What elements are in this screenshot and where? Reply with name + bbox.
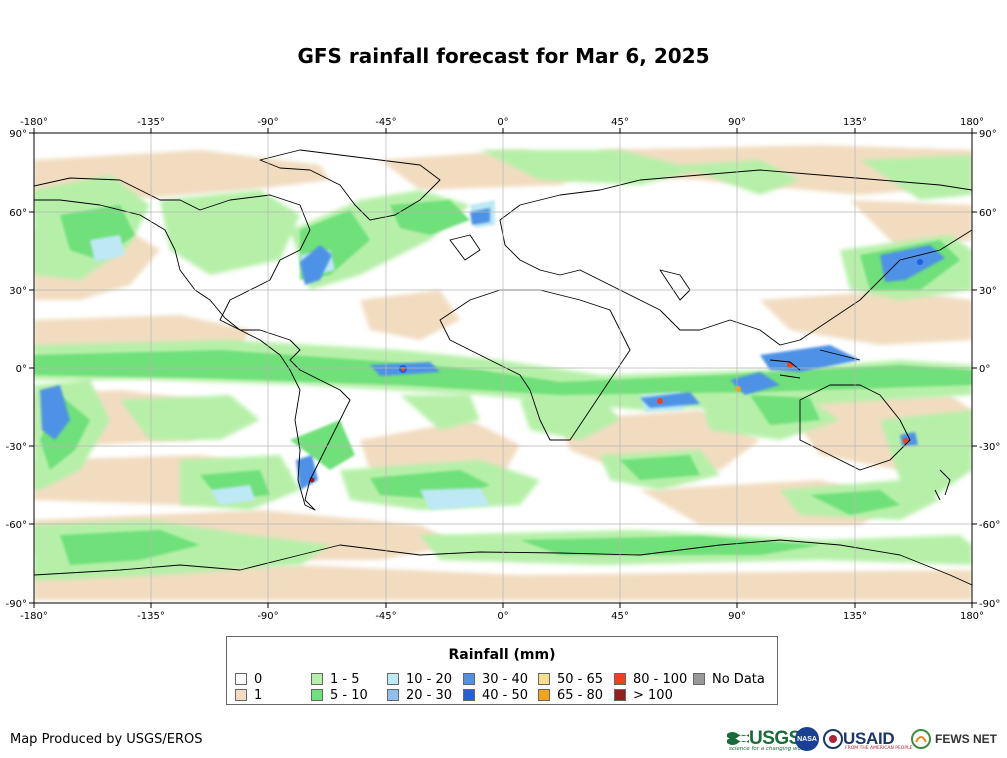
legend-label: 40 - 50 [482,687,529,703]
legend-label: 30 - 40 [482,671,529,687]
usgs-tagline: science for a changing world [729,746,809,752]
usaid-tagline: FROM THE AMERICAN PEOPLE [845,746,913,751]
lon-label-top: 135° [843,117,867,128]
lon-label-bottom: 180° [960,611,984,622]
usgs-wave-icon [727,732,749,745]
lon-label-top: 180° [960,117,984,128]
legend-item: 0 [235,671,263,687]
legend-item: > 100 [614,687,673,703]
legend-swatch [463,689,475,701]
lat-label-left: 90° [9,129,27,140]
legend-item: 40 - 50 [463,687,529,703]
legend-swatch [538,673,550,685]
legend-label: 0 [254,671,263,687]
lon-label-bottom: -45° [375,611,396,622]
legend-item: 1 [235,687,263,703]
lon-label-bottom: 0° [497,611,508,622]
lat-label-right: -60° [979,520,1000,531]
lat-label-right: 60° [979,208,997,219]
legend-swatch [311,689,323,701]
usgs-logo: USGS science for a changing world [727,724,808,754]
rain-heavy-hotspots [309,259,923,483]
lat-label-right: -90° [979,599,1000,610]
lon-label-bottom: -90° [257,611,278,622]
legend-swatch [463,673,475,685]
lat-label-left: -60° [6,520,27,531]
lat-label-left: -90° [6,599,27,610]
lon-label-bottom: -180° [20,611,48,622]
legend-item: 30 - 40 [463,671,529,687]
usaid-seal-icon [823,729,843,749]
partner-logos: USGS science for a changing world NASA U… [727,724,999,754]
usaid-logo: USAID FROM THE AMERICAN PEOPLE [823,724,912,754]
graticule [34,133,972,603]
lat-label-left: 30° [9,286,27,297]
map-title: GFS rainfall forecast for Mar 6, 2025 [297,44,710,68]
legend-label: 80 - 100 [633,671,688,687]
rainfall-map[interactable]: -180° -135° -90° -45° 0° 45° 90° 135° 18… [0,0,1007,628]
lat-label-left: -30° [6,442,27,453]
lon-label-bottom: -135° [137,611,165,622]
legend-label: No Data [712,671,765,687]
legend-item: 1 - 5 [311,671,360,687]
legend-item: No Data [693,671,765,687]
lon-label-top: -45° [375,117,396,128]
legend-item: 20 - 30 [387,687,453,703]
lon-label-top: -90° [257,117,278,128]
lat-label-left: 0° [16,364,27,375]
legend-label: 1 - 5 [330,671,360,687]
fews-net-icon [911,729,931,749]
legend-label: 20 - 30 [406,687,453,703]
lon-label-bottom: 90° [728,611,746,622]
axis-labels: -180° -135° -90° -45° 0° 45° 90° 135° 18… [6,117,1001,622]
lon-label-bottom: 135° [843,611,867,622]
legend-label: 50 - 65 [557,671,604,687]
fews-net-logo: FEWS NET [910,724,997,754]
legend-item: 50 - 65 [538,671,604,687]
legend-swatch [538,689,550,701]
legend-swatch [235,673,247,685]
rainfall-legend: Rainfall (mm) 0 1 1 - 5 5 - 10 10 - 20 2… [226,636,778,705]
legend-swatch [387,673,399,685]
lon-label-top: 45° [611,117,629,128]
map-ticks [29,128,977,608]
lon-label-top: 90° [728,117,746,128]
fews-net-wordmark: FEWS NET [935,732,997,746]
legend-swatch [235,689,247,701]
lat-label-right: -30° [979,442,1000,453]
lon-label-bottom: 45° [611,611,629,622]
legend-label: 65 - 80 [557,687,604,703]
legend-swatch [387,689,399,701]
lat-label-right: 90° [979,129,997,140]
lon-label-top: -135° [137,117,165,128]
lat-label-right: 30° [979,286,997,297]
lon-label-top: 0° [497,117,508,128]
legend-swatch [614,689,626,701]
legend-swatch [693,673,705,685]
usaid-wordmark: USAID [843,729,895,748]
legend-swatch [614,673,626,685]
legend-item: 10 - 20 [387,671,453,687]
lat-label-left: 60° [9,208,27,219]
legend-title: Rainfall (mm) [448,647,556,663]
legend-label: 5 - 10 [330,687,368,703]
lon-label-top: -180° [20,117,48,128]
nasa-meatball: NASA [795,727,819,751]
nasa-logo: NASA [795,724,819,754]
legend-item: 5 - 10 [311,687,368,703]
lat-label-right: 0° [979,364,990,375]
legend-item: 80 - 100 [614,671,688,687]
map-credit: Map Produced by USGS/EROS [10,732,203,747]
legend-swatch [311,673,323,685]
legend-label: 1 [254,687,263,703]
legend-item: 65 - 80 [538,687,604,703]
legend-label: 10 - 20 [406,671,453,687]
usgs-wordmark: USGS [749,728,801,749]
legend-label: > 100 [633,687,673,703]
